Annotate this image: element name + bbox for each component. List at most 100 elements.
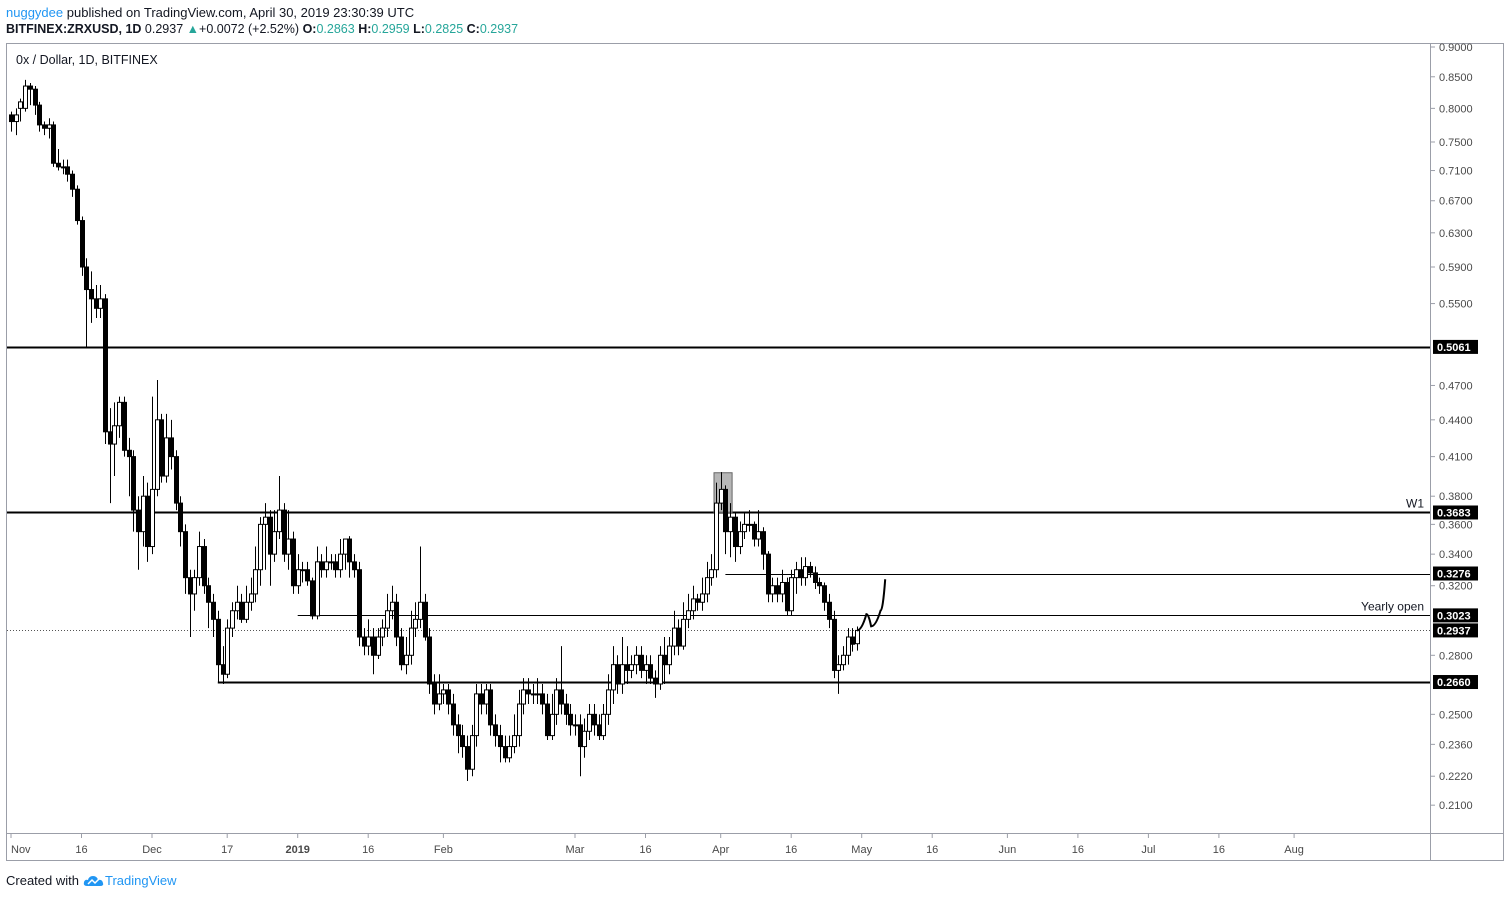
price-tag bbox=[1433, 675, 1478, 690]
candle-down bbox=[333, 561, 338, 571]
y-tick-label: 0.5500 bbox=[1439, 299, 1473, 311]
candle-down bbox=[352, 561, 357, 571]
candle-down bbox=[169, 437, 174, 458]
x-tick-label: 16 bbox=[362, 844, 374, 856]
y-tick-label: 0.2500 bbox=[1439, 709, 1473, 721]
candle-down bbox=[206, 585, 211, 603]
y-tick-label: 0.4700 bbox=[1439, 380, 1473, 392]
candle-up bbox=[629, 664, 634, 671]
candle-up bbox=[550, 713, 555, 737]
candle-up bbox=[14, 114, 19, 123]
candle-up bbox=[770, 585, 775, 595]
candle-down bbox=[559, 689, 564, 705]
candle-up bbox=[714, 502, 719, 571]
x-tick-label: 16 bbox=[1213, 844, 1225, 856]
y-tick-label: 0.7500 bbox=[1439, 137, 1473, 149]
candle-up bbox=[606, 689, 611, 715]
candle-up bbox=[554, 689, 559, 715]
candle-down bbox=[832, 618, 837, 671]
candle-down bbox=[822, 585, 827, 603]
candle-up bbox=[47, 124, 52, 129]
tradingview-link[interactable]: TradingView bbox=[83, 873, 177, 888]
candle-down bbox=[498, 735, 503, 748]
candle-up bbox=[263, 516, 268, 525]
candle-up bbox=[836, 664, 841, 671]
candle-up bbox=[296, 569, 301, 587]
x-tick-label: Nov bbox=[11, 844, 31, 856]
up-arrow-icon: ▲ bbox=[186, 22, 200, 36]
tradingview-brand: TradingView bbox=[104, 873, 177, 888]
candle-down bbox=[850, 636, 855, 645]
publish-text: published on TradingView.com, April 30, … bbox=[66, 5, 415, 20]
candle-up bbox=[366, 636, 371, 647]
x-tick-label: 16 bbox=[639, 844, 651, 856]
candle-down bbox=[28, 85, 33, 90]
candle-down bbox=[89, 289, 94, 300]
x-tick-label: Jun bbox=[999, 844, 1017, 856]
candle-up bbox=[855, 629, 860, 645]
candle-up bbox=[343, 538, 348, 555]
candle-up bbox=[582, 730, 587, 748]
candle-down bbox=[785, 581, 790, 612]
candle-up bbox=[587, 713, 592, 732]
candle-up bbox=[611, 664, 616, 691]
x-tick-label: Jul bbox=[1141, 844, 1155, 856]
candle-down bbox=[9, 114, 14, 123]
candle-up bbox=[23, 85, 28, 109]
y-tick-label: 0.9000 bbox=[1439, 42, 1473, 54]
candle-down bbox=[827, 601, 832, 620]
candle-down bbox=[451, 703, 456, 726]
y-tick-label: 0.3200 bbox=[1439, 581, 1473, 593]
x-tick-label: May bbox=[851, 844, 872, 856]
candle-down bbox=[216, 618, 221, 666]
candle-up bbox=[150, 488, 155, 548]
candle-up bbox=[380, 627, 385, 638]
candle-down bbox=[752, 523, 757, 540]
footer: Created with TradingView bbox=[6, 873, 177, 888]
close-value: 0.2937 bbox=[479, 22, 519, 36]
candle-down bbox=[108, 431, 113, 445]
price-tag-label: 0.3023 bbox=[1437, 610, 1471, 622]
y-tick-label: 0.2360 bbox=[1439, 739, 1473, 751]
candle-down bbox=[540, 693, 545, 705]
candle-up bbox=[390, 601, 395, 612]
price-tag-label: 0.3276 bbox=[1437, 569, 1471, 581]
candle-up bbox=[620, 664, 625, 685]
candle-down bbox=[733, 516, 738, 548]
y-tick-label: 0.4100 bbox=[1439, 452, 1473, 464]
candle-up bbox=[789, 577, 794, 612]
candle-up bbox=[192, 577, 197, 595]
x-tick-label: 17 bbox=[221, 844, 233, 856]
candle-up bbox=[512, 735, 517, 748]
candle-up bbox=[413, 618, 418, 629]
candle-up bbox=[634, 654, 639, 666]
candle-down bbox=[813, 572, 818, 583]
candle-down bbox=[456, 724, 461, 737]
candle-up bbox=[644, 664, 649, 671]
candle-down bbox=[676, 627, 681, 647]
candle-down bbox=[282, 509, 287, 555]
candle-up bbox=[728, 516, 733, 533]
chart-frame bbox=[6, 43, 1504, 861]
candle-up bbox=[376, 636, 381, 656]
x-tick-label: 16 bbox=[75, 844, 87, 856]
price-tag bbox=[1433, 623, 1478, 638]
candle-down bbox=[653, 677, 658, 685]
candle-up bbox=[846, 636, 851, 656]
level-note: Yearly open bbox=[1361, 600, 1424, 614]
x-tick-label: Dec bbox=[142, 844, 162, 856]
candle-down bbox=[568, 713, 573, 726]
candle-up bbox=[658, 654, 663, 685]
candle-down bbox=[319, 561, 324, 571]
candle-down bbox=[136, 509, 141, 533]
candle-down bbox=[427, 636, 432, 685]
candle-down bbox=[239, 601, 244, 620]
author-link[interactable]: nuggydee bbox=[6, 5, 64, 20]
candle-down bbox=[268, 516, 273, 555]
candle-up bbox=[517, 703, 522, 737]
candle-up bbox=[756, 531, 761, 540]
candle-down bbox=[122, 401, 127, 451]
candle-up bbox=[535, 693, 540, 696]
y-tick-label: 0.3400 bbox=[1439, 549, 1473, 561]
